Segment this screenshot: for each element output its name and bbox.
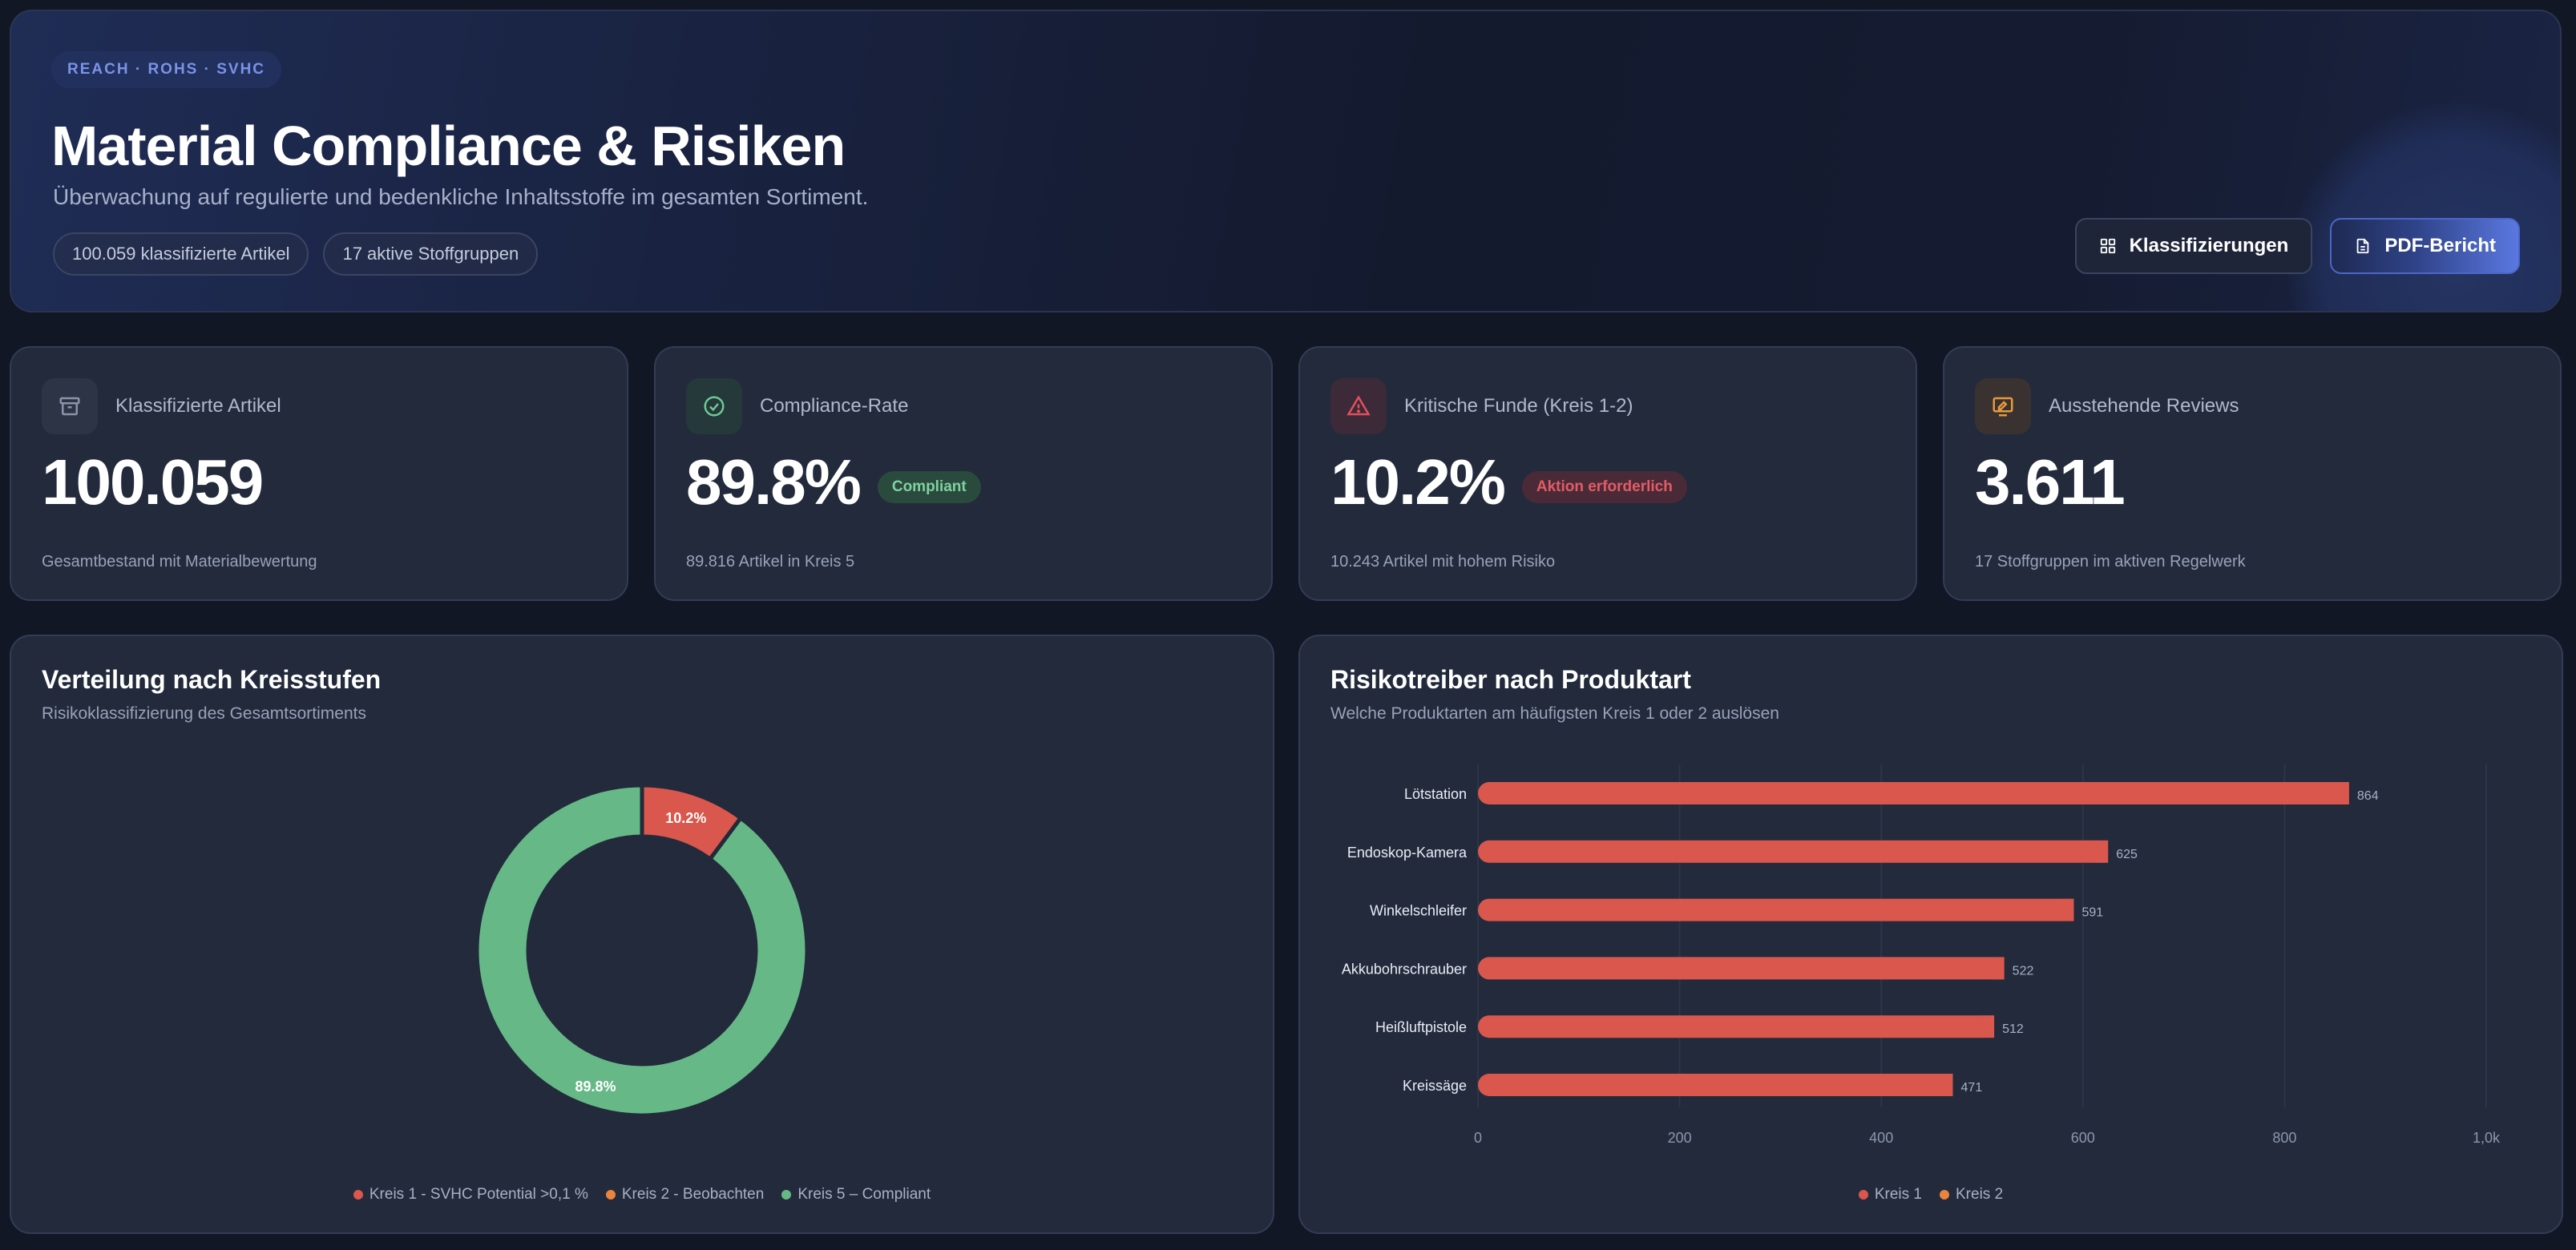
- bar-end: [1993, 957, 2005, 980]
- distribution-panel: Verteilung nach Kreisstufen Risikoklassi…: [10, 635, 1274, 1234]
- status-badge: Compliant: [877, 471, 981, 503]
- legend-label: Kreis 2 - Beobachten: [621, 1186, 765, 1203]
- hero-decoration: [2287, 103, 2560, 311]
- pdf-report-button-label: PDF-Bericht: [2384, 235, 2496, 256]
- bar-value-label: 625: [2116, 848, 2138, 861]
- bar-value-label: 522: [2013, 964, 2034, 978]
- kpi-footnote: Gesamtbestand mit Materialbewertung: [42, 553, 317, 571]
- y-category-label: Winkelschleifer: [1370, 903, 1467, 919]
- legend-label: Kreis 1 - SVHC Potential >0,1 %: [369, 1186, 588, 1203]
- chart-legend: Kreis 1 - SVHC Potential >0,1 % Kreis 2 -…: [11, 1186, 1273, 1204]
- kpi-card-pending-reviews: Ausstehende Reviews 3.611 17 Stoffgruppe…: [1943, 346, 2562, 601]
- y-category-label: Lötstation: [1404, 786, 1467, 802]
- kpi-card-critical-findings: Kritische Funde (Kreis 1-2) 10.2% Aktion…: [1298, 346, 1917, 601]
- kpi-label: Ausstehende Reviews: [2049, 395, 2239, 417]
- panel-subtitle: Welche Produktarten am häufigsten Kreis …: [1330, 704, 1779, 723]
- y-category-label: Endoskop-Kamera: [1347, 845, 1468, 861]
- classifications-button-label: Klassifizierungen: [2129, 235, 2289, 256]
- bar[interactable]: [1478, 840, 2109, 863]
- status-badge: Aktion erforderlich: [1521, 471, 1687, 503]
- bar-value-label: 471: [1961, 1081, 1983, 1095]
- regulation-tag: REACH · ROHS · SVHC: [51, 51, 282, 88]
- donut-chart: 10.2% 89.8%: [474, 783, 810, 1118]
- legend-dot: [353, 1190, 363, 1200]
- hero-header: REACH · ROHS · SVHC Material Compliance …: [10, 10, 2562, 312]
- chart-legend: Kreis 1 Kreis 2: [1300, 1186, 2562, 1204]
- review-icon: [1975, 378, 2031, 434]
- grid-icon: [2100, 238, 2115, 254]
- kpi-footnote: 10.243 Artikel mit hohem Risiko: [1330, 553, 1556, 571]
- bar-end: [1941, 1074, 1953, 1096]
- warning-triangle-icon: [1330, 378, 1387, 434]
- x-tick-label: 1,0k: [2473, 1130, 2501, 1146]
- legend-dot: [605, 1190, 616, 1200]
- x-tick-label: 200: [1668, 1130, 1692, 1146]
- page-subtitle: Überwachung auf regulierte und bedenklic…: [53, 184, 869, 209]
- legend-label: Kreis 5 – Compliant: [797, 1186, 931, 1203]
- donut-data-label: 89.8%: [575, 1079, 616, 1095]
- kpi-value: 89.8%: [686, 446, 862, 518]
- classified-articles-pill: 100.059 klassifizierte Artikel: [53, 232, 309, 276]
- legend-item[interactable]: Kreis 1 - SVHC Potential >0,1 %: [353, 1186, 588, 1204]
- legend-item[interactable]: Kreis 1: [1858, 1186, 1922, 1204]
- y-category-label: Heißluftpistole: [1375, 1019, 1467, 1035]
- kpi-value: 10.2%: [1330, 446, 1506, 518]
- kpi-card-classified-articles: Klassifizierte Artikel 100.059 Gesamtbes…: [10, 346, 628, 601]
- panel-title: Verteilung nach Kreisstufen: [42, 665, 382, 694]
- bar-end: [2062, 898, 2074, 921]
- bar[interactable]: [1478, 898, 2074, 921]
- x-tick-label: 800: [2272, 1130, 2296, 1146]
- bar-end: [2337, 782, 2349, 804]
- legend-label: Kreis 1: [1874, 1186, 1922, 1203]
- bar[interactable]: [1478, 782, 2349, 804]
- classifications-button[interactable]: Klassifizierungen: [2074, 218, 2313, 274]
- kpi-value: 3.611: [1975, 446, 2126, 518]
- kpi-value: 100.059: [42, 446, 264, 518]
- bar-end: [2097, 840, 2109, 863]
- bar-value-label: 591: [2081, 906, 2103, 920]
- y-category-label: Akkubohrschrauber: [1342, 961, 1467, 977]
- bar[interactable]: [1478, 957, 2005, 980]
- bar-value-label: 864: [2357, 789, 2379, 803]
- donut-data-label: 10.2%: [665, 810, 706, 826]
- kpi-footnote: 89.816 Artikel in Kreis 5: [686, 553, 855, 571]
- page-title: Material Compliance & Risiken: [51, 115, 846, 177]
- kpi-footnote: 17 Stoffgruppen im aktiven Regelwerk: [1975, 553, 2246, 571]
- kpi-label: Compliance-Rate: [760, 395, 909, 417]
- legend-item[interactable]: Kreis 5 – Compliant: [781, 1186, 931, 1204]
- x-tick-label: 600: [2071, 1130, 2095, 1146]
- kpi-card-compliance-rate: Compliance-Rate 89.8% Compliant 89.816 A…: [654, 346, 1273, 601]
- pdf-report-button[interactable]: PDF-Bericht: [2330, 218, 2520, 274]
- legend-item[interactable]: Kreis 2 - Beobachten: [605, 1186, 765, 1204]
- archive-icon: [42, 378, 98, 434]
- panel-subtitle: Risikoklassifizierung des Gesamtsortimen…: [42, 704, 366, 723]
- x-tick-label: 0: [1474, 1130, 1482, 1146]
- active-substance-groups-pill: 17 aktive Stoffgruppen: [323, 232, 539, 276]
- panel-title: Risikotreiber nach Produktart: [1330, 665, 1691, 694]
- bar[interactable]: [1478, 1074, 1953, 1096]
- hero-actions: Klassifizierungen PDF-Bericht: [2074, 218, 2520, 274]
- bar-value-label: 512: [2002, 1022, 2024, 1036]
- risk-drivers-panel: Risikotreiber nach Produktart Welche Pro…: [1298, 635, 2563, 1234]
- legend-dot: [1940, 1190, 1949, 1200]
- document-icon: [2356, 238, 2369, 254]
- y-category-label: Kreissäge: [1403, 1078, 1467, 1094]
- summary-pills: 100.059 klassifizierte Artikel 17 aktive…: [53, 232, 539, 276]
- legend-item[interactable]: Kreis 2: [1940, 1186, 2003, 1204]
- legend-dot: [1858, 1190, 1868, 1200]
- kpi-label: Kritische Funde (Kreis 1-2): [1404, 395, 1633, 417]
- legend-dot: [781, 1190, 792, 1200]
- legend-label: Kreis 2: [1956, 1186, 2004, 1203]
- kpi-label: Klassifizierte Artikel: [115, 395, 281, 417]
- bar-end: [1983, 1015, 1995, 1038]
- bar-chart: 0 200 400 600 800 1,0k Lötstation 864 Endoskop-K…: [1342, 764, 2501, 1146]
- bar[interactable]: [1478, 1015, 1995, 1038]
- check-circle-icon: [686, 378, 742, 434]
- donut-slice[interactable]: [474, 783, 810, 1118]
- x-tick-label: 400: [1869, 1130, 1893, 1146]
